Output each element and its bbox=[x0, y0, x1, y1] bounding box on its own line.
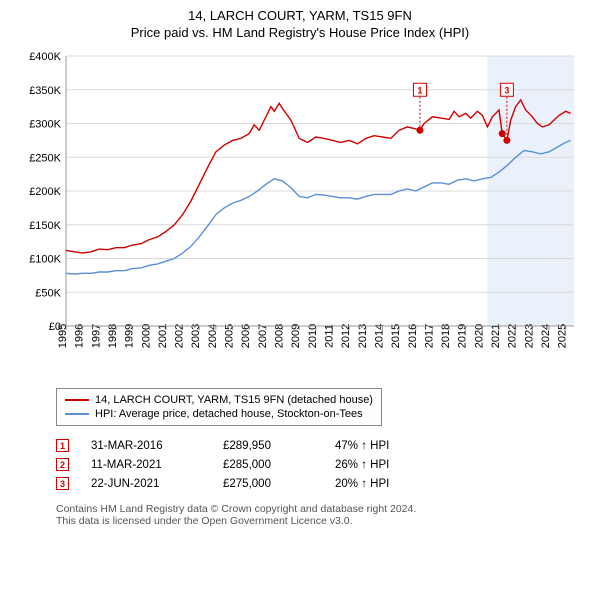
legend-swatch bbox=[65, 413, 89, 415]
sales-table: 1 31-MAR-2016 £289,950 47% ↑ HPI 2 11-MA… bbox=[56, 436, 580, 493]
sale-row: 3 22-JUN-2021 £275,000 20% ↑ HPI bbox=[56, 474, 580, 493]
svg-text:2002: 2002 bbox=[174, 324, 186, 348]
svg-text:2023: 2023 bbox=[523, 324, 535, 348]
svg-text:2016: 2016 bbox=[407, 324, 419, 348]
svg-text:2000: 2000 bbox=[140, 324, 152, 348]
svg-text:2009: 2009 bbox=[290, 324, 302, 348]
attribution-line: Contains HM Land Registry data © Crown c… bbox=[56, 503, 580, 515]
sale-price: £285,000 bbox=[223, 459, 313, 471]
svg-text:2010: 2010 bbox=[307, 324, 319, 348]
svg-text:2007: 2007 bbox=[257, 324, 269, 348]
svg-text:2025: 2025 bbox=[557, 324, 569, 348]
sale-date: 22-JUN-2021 bbox=[91, 478, 201, 490]
svg-text:2013: 2013 bbox=[357, 324, 369, 348]
sale-marker: 3 bbox=[56, 477, 69, 490]
legend-item: HPI: Average price, detached house, Stoc… bbox=[65, 407, 373, 421]
svg-text:1998: 1998 bbox=[107, 324, 119, 348]
svg-text:2012: 2012 bbox=[340, 324, 352, 348]
svg-text:£400K: £400K bbox=[29, 51, 61, 63]
svg-text:1996: 1996 bbox=[74, 324, 86, 348]
sale-date: 11-MAR-2021 bbox=[91, 459, 201, 471]
svg-text:2022: 2022 bbox=[507, 324, 519, 348]
svg-text:2024: 2024 bbox=[540, 324, 552, 348]
svg-text:£350K: £350K bbox=[29, 85, 61, 97]
chart-container: 14, LARCH COURT, YARM, TS15 9FN Price pa… bbox=[0, 0, 600, 527]
svg-text:1999: 1999 bbox=[124, 324, 136, 348]
svg-text:1: 1 bbox=[417, 85, 422, 95]
svg-text:2017: 2017 bbox=[423, 324, 435, 348]
attribution: Contains HM Land Registry data © Crown c… bbox=[56, 503, 580, 527]
sale-row: 1 31-MAR-2016 £289,950 47% ↑ HPI bbox=[56, 436, 580, 455]
sale-price: £289,950 bbox=[223, 440, 313, 452]
svg-text:2001: 2001 bbox=[157, 324, 169, 348]
sale-pct: 47% ↑ HPI bbox=[335, 440, 425, 452]
svg-text:£150K: £150K bbox=[29, 220, 61, 232]
sale-marker: 1 bbox=[56, 439, 69, 452]
attribution-line: This data is licensed under the Open Gov… bbox=[56, 515, 580, 527]
chart-svg: £0£50K£100K£150K£200K£250K£300K£350K£400… bbox=[20, 50, 580, 380]
legend-label: HPI: Average price, detached house, Stoc… bbox=[95, 408, 363, 420]
chart-plot: £0£50K£100K£150K£200K£250K£300K£350K£400… bbox=[20, 50, 580, 380]
svg-text:2018: 2018 bbox=[440, 324, 452, 348]
svg-text:2011: 2011 bbox=[323, 324, 335, 348]
sale-pct: 20% ↑ HPI bbox=[335, 478, 425, 490]
chart-titles: 14, LARCH COURT, YARM, TS15 9FN Price pa… bbox=[0, 0, 600, 44]
svg-text:2005: 2005 bbox=[224, 324, 236, 348]
title-subtitle: Price paid vs. HM Land Registry's House … bbox=[10, 25, 590, 40]
svg-text:2008: 2008 bbox=[274, 324, 286, 348]
title-address: 14, LARCH COURT, YARM, TS15 9FN bbox=[10, 8, 590, 23]
svg-text:2015: 2015 bbox=[390, 324, 402, 348]
svg-text:2006: 2006 bbox=[240, 324, 252, 348]
svg-text:£300K: £300K bbox=[29, 119, 61, 131]
sale-price: £275,000 bbox=[223, 478, 313, 490]
svg-text:2020: 2020 bbox=[473, 324, 485, 348]
sale-date: 31-MAR-2016 bbox=[91, 440, 201, 452]
svg-text:£50K: £50K bbox=[35, 287, 61, 299]
svg-text:£250K: £250K bbox=[29, 152, 61, 164]
svg-text:1995: 1995 bbox=[57, 324, 69, 348]
svg-text:2003: 2003 bbox=[190, 324, 202, 348]
svg-text:3: 3 bbox=[504, 85, 509, 95]
legend-item: 14, LARCH COURT, YARM, TS15 9FN (detache… bbox=[65, 393, 373, 407]
svg-text:2021: 2021 bbox=[490, 324, 502, 348]
sale-marker: 2 bbox=[56, 458, 69, 471]
legend-swatch bbox=[65, 399, 89, 401]
legend-label: 14, LARCH COURT, YARM, TS15 9FN (detache… bbox=[95, 394, 373, 406]
svg-text:£100K: £100K bbox=[29, 254, 61, 266]
svg-text:1997: 1997 bbox=[90, 324, 102, 348]
svg-text:2014: 2014 bbox=[373, 324, 385, 348]
svg-text:2004: 2004 bbox=[207, 324, 219, 348]
svg-text:2019: 2019 bbox=[457, 324, 469, 348]
svg-text:£200K: £200K bbox=[29, 186, 61, 198]
legend: 14, LARCH COURT, YARM, TS15 9FN (detache… bbox=[56, 388, 382, 426]
sale-pct: 26% ↑ HPI bbox=[335, 459, 425, 471]
sale-row: 2 11-MAR-2021 £285,000 26% ↑ HPI bbox=[56, 455, 580, 474]
